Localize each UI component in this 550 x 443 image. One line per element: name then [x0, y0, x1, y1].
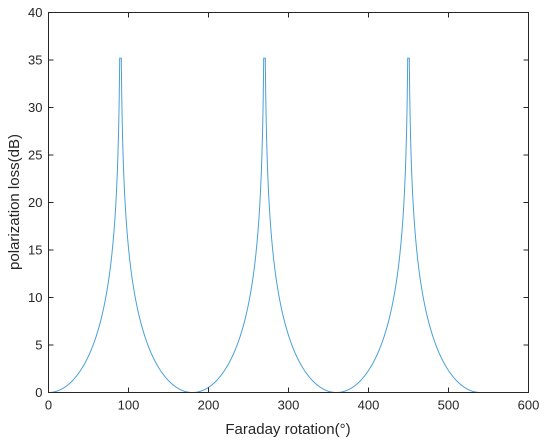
y-tick-label: 5 [35, 338, 42, 353]
y-tick-label: 35 [28, 53, 42, 68]
x-tick-label: 600 [518, 398, 540, 413]
series-line [48, 57, 481, 393]
y-axis: 0 5 10 15 20 25 30 35 40 [28, 5, 529, 400]
x-tick-label: 200 [198, 398, 220, 413]
y-tick-label: 10 [28, 290, 42, 305]
x-tick-label: 300 [278, 398, 300, 413]
y-tick-label: 0 [35, 385, 42, 400]
y-tick-label: 30 [28, 100, 42, 115]
y-tick-label: 25 [28, 148, 42, 163]
axes-frame [48, 12, 529, 393]
x-tick-label: 0 [45, 398, 52, 413]
y-axis-label: polarization loss(dB) [6, 134, 23, 270]
x-axis-label: Faraday rotation(°) [225, 421, 350, 438]
x-tick-label: 500 [438, 398, 460, 413]
y-tick-label: 40 [28, 5, 42, 20]
x-tick-label: 100 [118, 398, 140, 413]
y-tick-label: 20 [28, 195, 42, 210]
y-tick-label: 15 [28, 243, 42, 258]
x-tick-label: 400 [358, 398, 380, 413]
plot-area [48, 57, 481, 393]
